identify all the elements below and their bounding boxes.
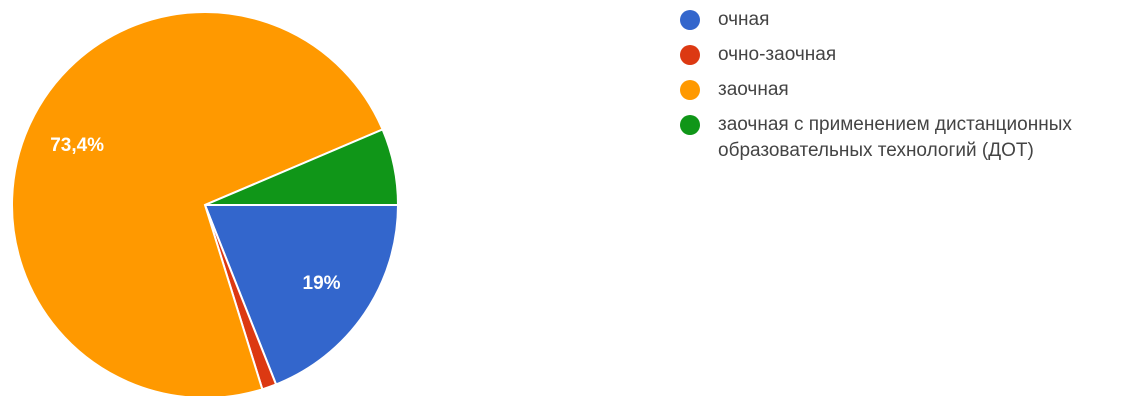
legend-item-3[interactable]: заочная с применением дистанционных обра… [680,112,1126,164]
legend-marker-2 [680,80,700,100]
legend-label-1: очно-заочная [718,44,837,65]
legend-marker-1 [680,45,700,65]
legend-item-1[interactable]: очно-заочная [680,42,1126,68]
legend-item-0[interactable]: очная [680,7,1126,33]
pie-slices [11,11,400,396]
pie-chart-svg: 19% 73,4% [11,11,400,396]
pie-slice-3[interactable] [204,128,400,206]
legend-item-2[interactable]: заочная [680,77,1126,103]
legend-marker-0 [680,10,700,30]
legend-label-0: очная [718,9,770,30]
pie-slice-label-0: 19% [303,273,341,294]
legend-marker-3 [680,115,700,135]
legend-label-3: заочная с применением дистанционных обра… [718,114,1072,161]
pie-slice-0[interactable] [203,204,400,386]
legend-label-2: заочная [718,79,789,100]
legend: очная очно-заочная заочная заочная с примен… [680,7,1126,173]
pie-slice-label-2: 73,4% [50,135,104,156]
pie-slice-2[interactable] [11,11,384,396]
pie-slice-labels: 19% 73,4% [50,135,340,294]
